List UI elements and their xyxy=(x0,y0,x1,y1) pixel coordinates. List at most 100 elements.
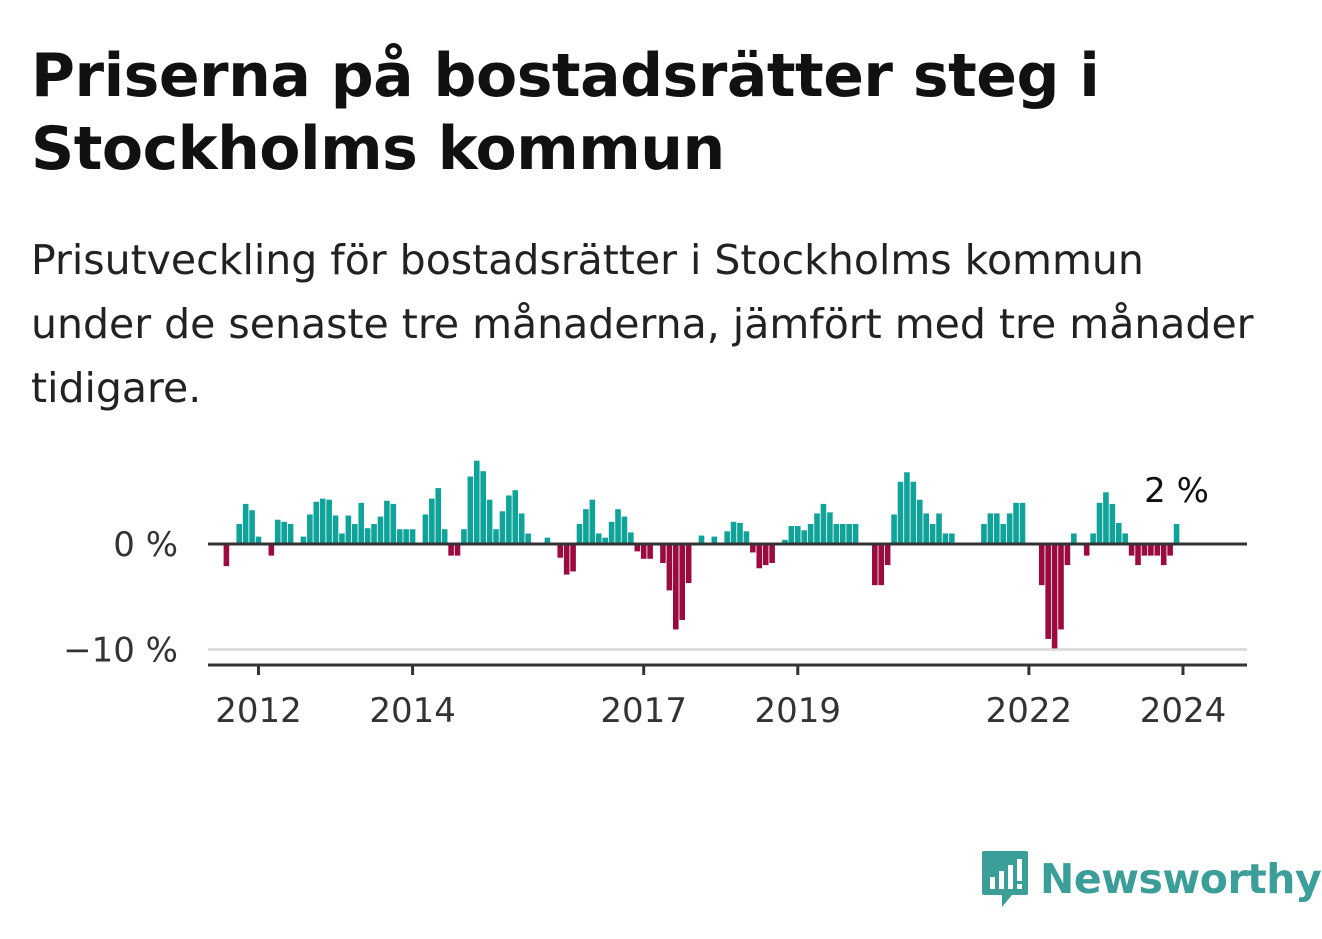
bar xyxy=(473,460,480,544)
bar xyxy=(1148,544,1154,556)
bar xyxy=(602,537,608,544)
bar xyxy=(583,509,589,544)
y-tick-label: −10 % xyxy=(63,631,178,671)
bar xyxy=(1135,544,1141,566)
bar xyxy=(339,533,345,544)
bar xyxy=(852,523,859,544)
newsworthy-logo-icon xyxy=(982,851,1028,907)
bar xyxy=(788,526,795,544)
bar xyxy=(621,516,628,544)
bar xyxy=(1154,544,1161,556)
bar xyxy=(307,514,313,544)
bar xyxy=(1051,544,1058,649)
bar xyxy=(1096,502,1103,544)
bar xyxy=(891,514,897,544)
bar xyxy=(563,544,570,575)
bar xyxy=(435,488,442,544)
x-tick-label: 2019 xyxy=(755,691,842,731)
bar xyxy=(595,533,602,544)
bar xyxy=(1000,523,1007,544)
bar xyxy=(1122,533,1128,544)
x-tick-label: 2012 xyxy=(215,691,302,731)
bar xyxy=(1013,502,1019,544)
bar xyxy=(923,513,929,544)
bar xyxy=(313,501,320,544)
bar xyxy=(461,529,467,544)
bar xyxy=(499,511,506,544)
bar xyxy=(1109,503,1116,544)
bar xyxy=(1071,533,1077,544)
bar xyxy=(782,539,788,544)
bar xyxy=(242,503,249,544)
bar xyxy=(814,513,820,544)
bar xyxy=(794,526,801,544)
bar xyxy=(660,544,666,563)
bar xyxy=(1038,544,1045,586)
bar xyxy=(454,544,461,556)
bar xyxy=(557,544,564,558)
bar xyxy=(448,544,454,556)
last-value-label: 2 % xyxy=(1144,471,1209,511)
bar xyxy=(673,544,679,630)
bar xyxy=(724,531,730,544)
bar xyxy=(486,499,493,544)
bar xyxy=(987,513,994,544)
bar xyxy=(916,499,923,544)
bar xyxy=(640,544,647,559)
bar xyxy=(358,502,365,544)
bar xyxy=(1103,492,1109,544)
bar xyxy=(949,533,955,544)
chart-title: Priserna på bostadsrätter steg i Stockho… xyxy=(31,41,1100,184)
bar xyxy=(377,516,384,544)
bar xyxy=(570,544,576,572)
bar xyxy=(287,523,294,544)
bar xyxy=(390,503,397,544)
y-tick-label: 0 % xyxy=(113,525,178,565)
newsworthy-brand: Newsworthy xyxy=(980,848,1322,910)
bar xyxy=(679,544,686,620)
bar xyxy=(403,529,409,544)
bar xyxy=(685,544,692,584)
bar xyxy=(409,529,416,544)
bar xyxy=(827,512,833,544)
chart-subtitle: Prisutveckling för bostadsrätter i Stock… xyxy=(31,236,1254,412)
bar xyxy=(589,499,596,544)
bar xyxy=(506,495,512,544)
bar xyxy=(711,536,718,544)
bar xyxy=(820,503,827,544)
bar xyxy=(300,536,307,544)
bar xyxy=(634,544,641,552)
bar xyxy=(942,533,949,544)
bar-chart: 2012 2014 2017 2019 2022 2024 0 % −10 % 2 % xyxy=(63,460,1247,731)
bar xyxy=(1141,544,1148,556)
bar xyxy=(839,523,846,544)
bar xyxy=(1160,544,1167,566)
bar xyxy=(576,523,583,544)
bar xyxy=(332,515,339,544)
brand-name: Newsworthy xyxy=(1040,855,1322,903)
bar xyxy=(801,530,807,544)
bar xyxy=(512,490,519,544)
bar xyxy=(352,523,358,544)
bar xyxy=(929,523,936,544)
bar xyxy=(268,544,275,556)
bar xyxy=(1128,544,1135,556)
bar xyxy=(384,500,390,544)
bar xyxy=(1090,533,1096,544)
axes xyxy=(208,542,1247,675)
x-tick-label: 2024 xyxy=(1140,691,1227,731)
bar xyxy=(429,498,435,544)
bar xyxy=(884,544,891,566)
bar xyxy=(750,544,756,553)
bar xyxy=(371,523,377,544)
bar xyxy=(467,476,474,544)
bar xyxy=(762,544,769,566)
bar xyxy=(255,536,262,544)
bar xyxy=(647,544,653,559)
bar xyxy=(1006,513,1013,544)
bar xyxy=(846,523,852,544)
x-tick-label: 2014 xyxy=(369,691,456,731)
bar xyxy=(608,521,615,544)
bar xyxy=(236,523,243,544)
bar xyxy=(807,523,814,544)
